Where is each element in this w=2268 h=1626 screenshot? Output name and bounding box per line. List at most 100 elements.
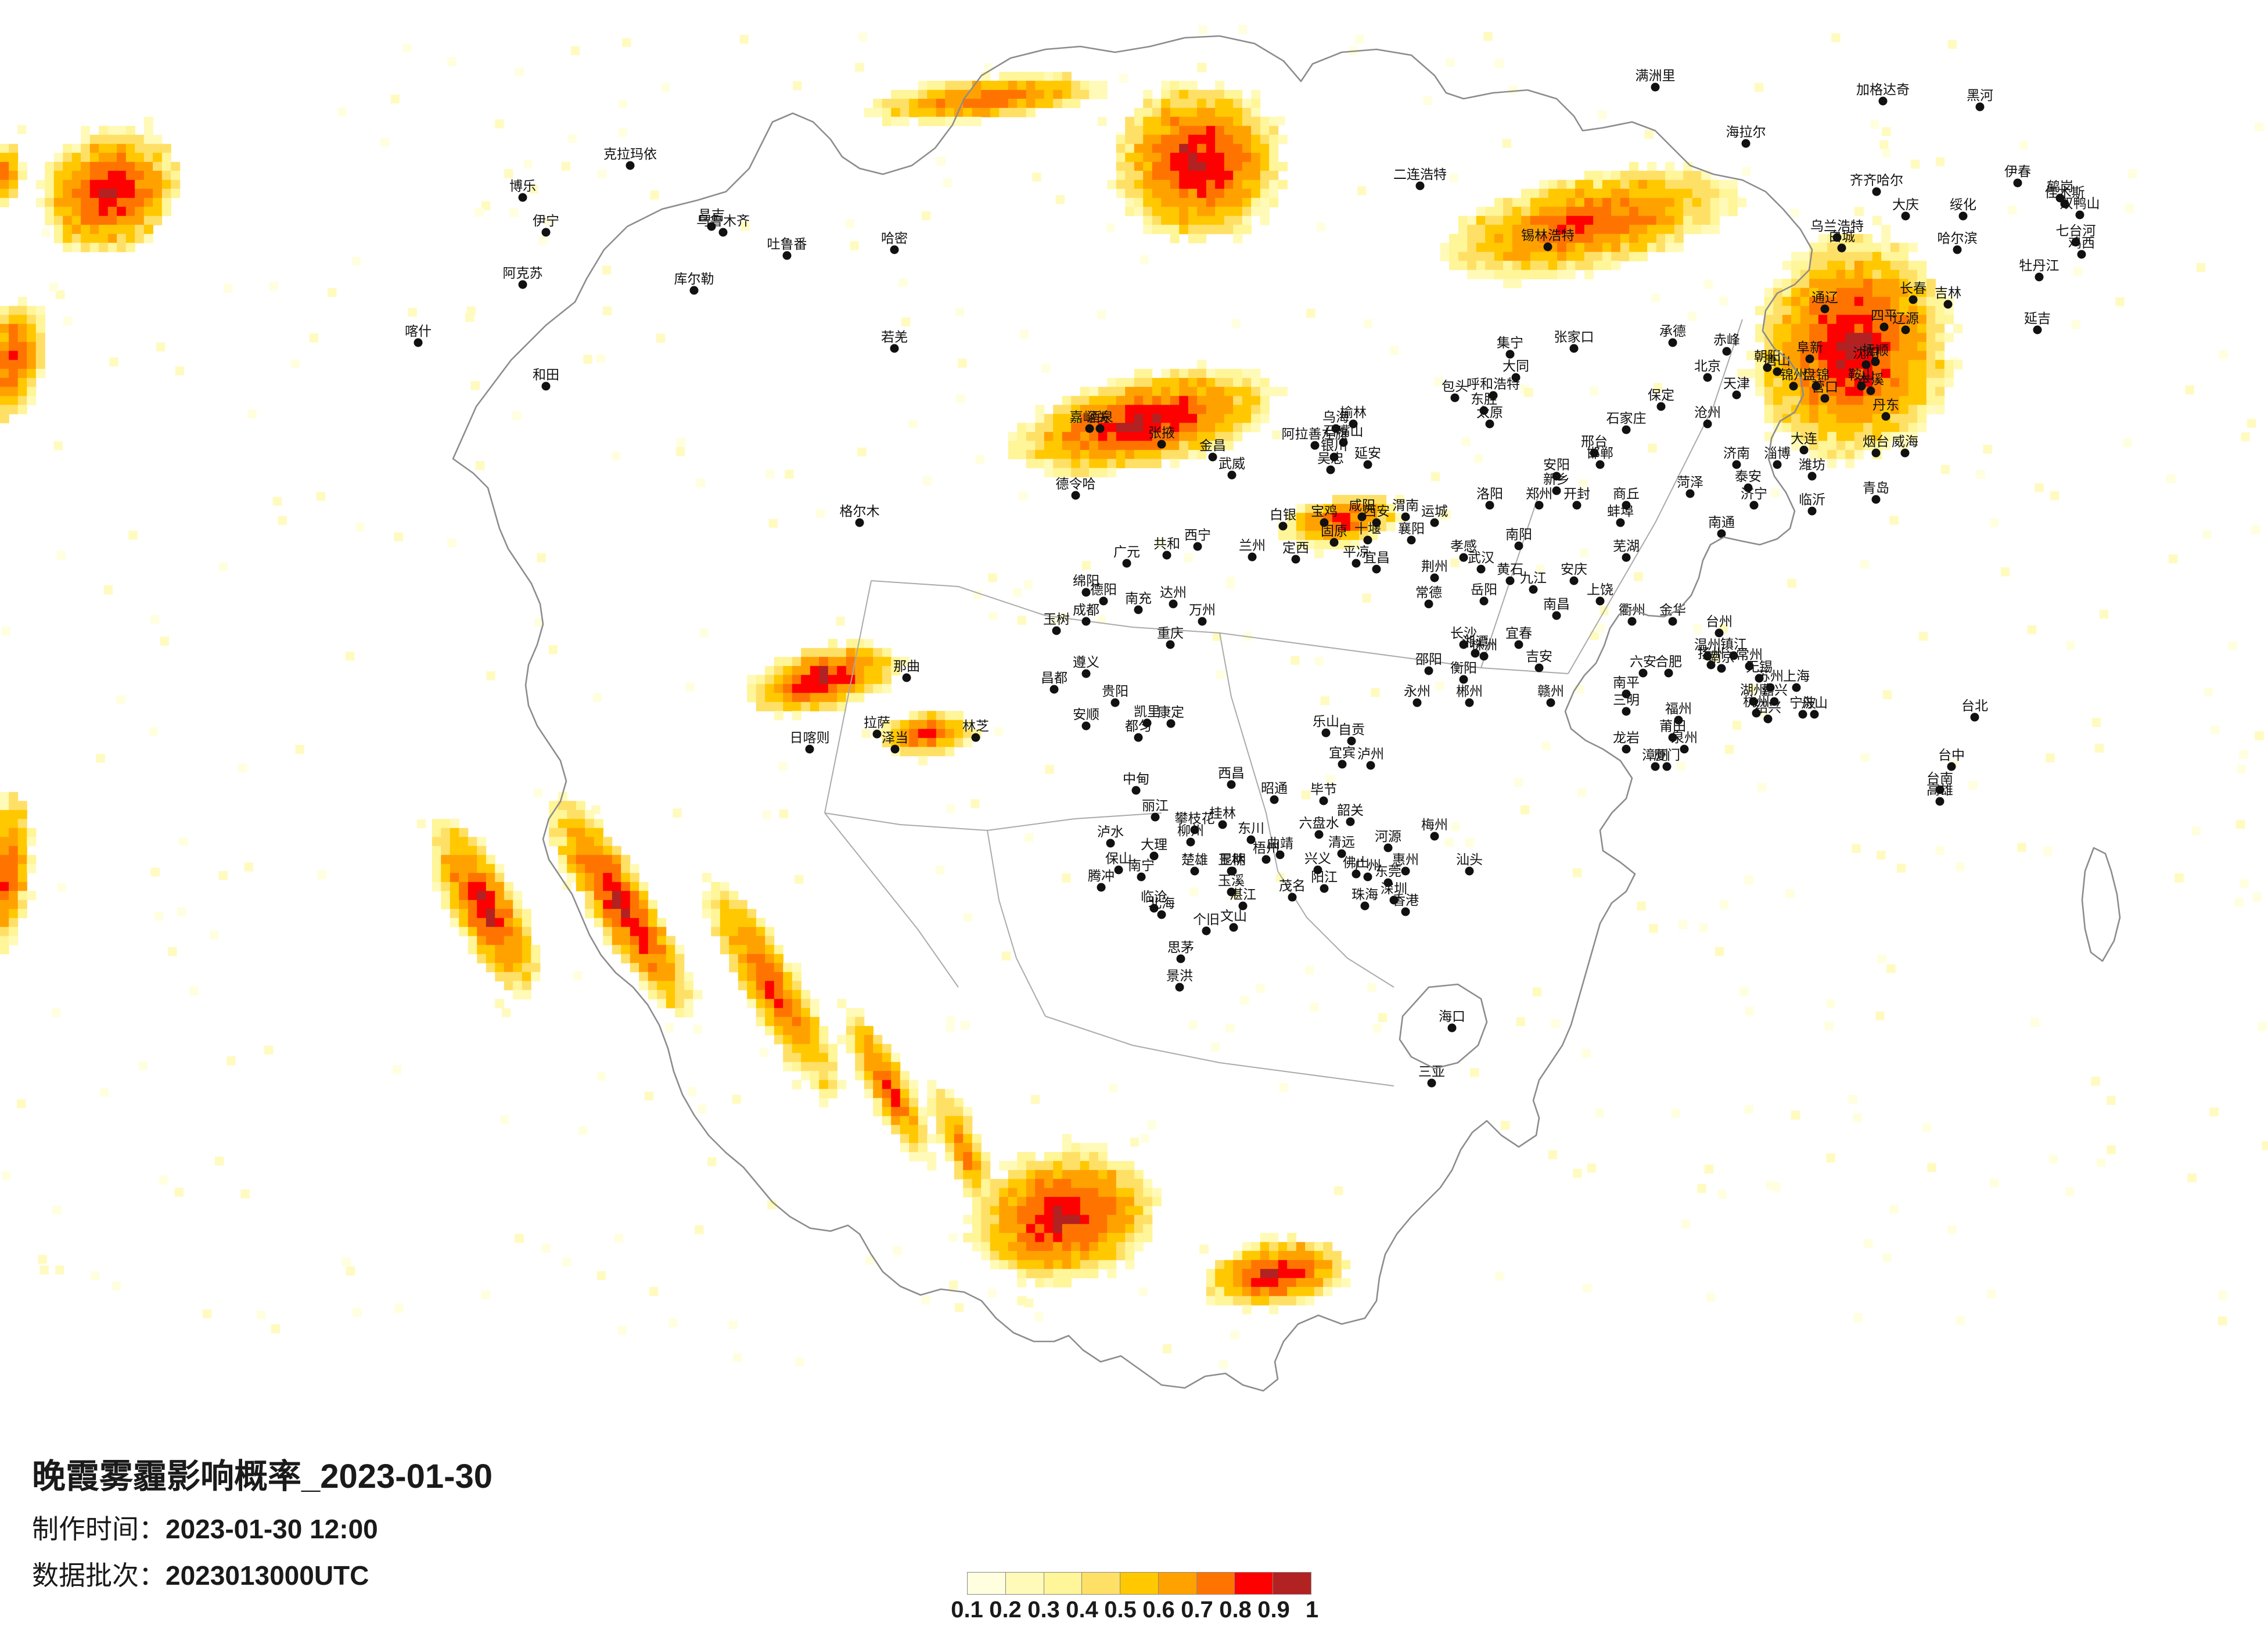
svg-text:石家庄: 石家庄	[1606, 411, 1647, 426]
svg-text:本溪: 本溪	[1857, 372, 1884, 387]
svg-text:金华: 金华	[1659, 602, 1686, 617]
svg-text:昌吉: 昌吉	[698, 207, 725, 222]
svg-text:白城: 白城	[1828, 229, 1855, 244]
svg-text:商丘: 商丘	[1613, 486, 1640, 501]
svg-text:咸阳: 咸阳	[1349, 498, 1375, 513]
svg-text:大同: 大同	[1503, 358, 1529, 373]
svg-text:康定: 康定	[1158, 704, 1184, 720]
svg-text:黑河: 黑河	[1967, 88, 1993, 103]
svg-text:烟台: 烟台	[1863, 434, 1889, 449]
svg-text:永州: 永州	[1404, 684, 1430, 699]
svg-text:腾冲: 腾冲	[1088, 868, 1115, 883]
svg-text:那曲: 那曲	[893, 659, 920, 674]
svg-text:酒泉: 酒泉	[1087, 409, 1113, 425]
svg-text:湛江: 湛江	[1230, 887, 1256, 902]
svg-text:渭南: 渭南	[1392, 498, 1419, 513]
svg-text:郑州: 郑州	[1526, 486, 1552, 501]
svg-text:青岛: 青岛	[1863, 480, 1889, 495]
svg-text:景洪: 景洪	[1166, 968, 1193, 983]
svg-text:文山: 文山	[1220, 908, 1247, 923]
svg-text:西宁: 西宁	[1184, 527, 1211, 542]
svg-text:克拉玛依: 克拉玛依	[603, 146, 657, 161]
svg-text:成都: 成都	[1073, 602, 1099, 617]
svg-text:白银: 白银	[1270, 507, 1296, 522]
svg-text:毕节: 毕节	[1310, 782, 1337, 797]
svg-text:乐山: 乐山	[1313, 714, 1339, 729]
svg-text:温州: 温州	[1694, 637, 1721, 652]
svg-text:福州: 福州	[1665, 701, 1692, 716]
svg-text:哈密: 哈密	[881, 231, 908, 246]
svg-text:大连: 大连	[1791, 431, 1817, 446]
svg-text:西昌: 西昌	[1218, 765, 1245, 780]
svg-text:若羌: 若羌	[881, 329, 908, 344]
svg-text:兴义: 兴义	[1304, 851, 1331, 866]
svg-text:洛阳: 洛阳	[1476, 486, 1503, 501]
svg-text:茂名: 茂名	[1279, 878, 1306, 893]
svg-text:南通: 南通	[1708, 515, 1735, 530]
svg-text:共和: 共和	[1153, 536, 1180, 551]
svg-text:岳阳: 岳阳	[1471, 582, 1497, 597]
svg-text:阿克苏: 阿克苏	[503, 265, 543, 280]
svg-text:海拉尔: 海拉尔	[1726, 124, 1766, 139]
svg-text:张家口: 张家口	[1554, 329, 1594, 344]
svg-text:济宁: 济宁	[1741, 486, 1767, 501]
svg-text:集宁: 集宁	[1497, 335, 1523, 350]
svg-text:博乐: 博乐	[509, 178, 536, 193]
svg-text:中甸: 中甸	[1123, 771, 1149, 786]
svg-text:合肥: 合肥	[1655, 654, 1682, 669]
svg-text:重庆: 重庆	[1157, 625, 1184, 641]
svg-text:荆州: 荆州	[1421, 559, 1448, 574]
svg-text:安庆: 安庆	[1561, 562, 1587, 577]
svg-text:昭通: 昭通	[1261, 780, 1288, 796]
svg-text:台南: 台南	[1926, 771, 1953, 786]
svg-text:金昌: 金昌	[1199, 438, 1226, 453]
svg-text:自贡: 自贡	[1338, 722, 1365, 737]
svg-text:双鸭山: 双鸭山	[2060, 196, 2100, 211]
svg-text:张掖: 张掖	[1148, 425, 1175, 440]
svg-text:莆田: 莆田	[1659, 718, 1686, 733]
svg-text:南平: 南平	[1613, 675, 1640, 690]
svg-text:赣州: 赣州	[1537, 684, 1564, 699]
svg-text:凯里: 凯里	[1134, 704, 1160, 719]
svg-text:包头: 包头	[1442, 379, 1468, 394]
svg-text:鹤岗: 鹤岗	[2047, 179, 2073, 194]
svg-text:个旧: 个旧	[1193, 912, 1220, 927]
svg-text:沧州: 沧州	[1694, 405, 1721, 420]
svg-text:达州: 达州	[1160, 585, 1187, 600]
svg-text:邵阳: 邵阳	[1415, 652, 1442, 667]
svg-text:泰安: 泰安	[1735, 469, 1762, 484]
svg-text:十堰: 十堰	[1354, 521, 1381, 536]
svg-text:南宁: 南宁	[1128, 858, 1155, 873]
svg-text:承德: 承德	[1659, 323, 1686, 339]
svg-text:万州: 万州	[1189, 602, 1216, 617]
svg-text:河源: 河源	[1375, 829, 1401, 844]
svg-text:六安: 六安	[1630, 654, 1656, 669]
svg-text:齐齐哈尔: 齐齐哈尔	[1850, 172, 1903, 188]
svg-text:汕头: 汕头	[1456, 852, 1483, 867]
svg-text:蚌埠: 蚌埠	[1607, 503, 1634, 519]
svg-text:楚雄: 楚雄	[1181, 852, 1208, 867]
svg-text:宜昌: 宜昌	[1363, 550, 1390, 565]
svg-text:玉林: 玉林	[1218, 852, 1245, 867]
svg-text:德令哈: 德令哈	[1056, 476, 1096, 491]
svg-text:临沂: 临沂	[1799, 492, 1825, 507]
svg-text:新乡: 新乡	[1543, 472, 1570, 487]
svg-text:满洲里: 满洲里	[1636, 68, 1676, 83]
svg-text:拉萨: 拉萨	[864, 715, 890, 730]
svg-text:龙岩: 龙岩	[1613, 730, 1640, 745]
svg-text:安顺: 安顺	[1073, 707, 1099, 722]
svg-text:湖州: 湖州	[1740, 682, 1767, 697]
svg-text:长春: 长春	[1900, 280, 1926, 296]
svg-text:南昌: 南昌	[1543, 596, 1570, 611]
svg-text:兰州: 兰州	[1239, 538, 1266, 553]
svg-text:阜新: 阜新	[1796, 340, 1823, 355]
svg-text:锡林浩特: 锡林浩特	[1521, 228, 1575, 243]
svg-text:遵义: 遵义	[1073, 654, 1099, 670]
svg-text:武威: 武威	[1219, 456, 1245, 471]
svg-text:林芝: 林芝	[962, 718, 989, 733]
svg-text:赤峰: 赤峰	[1713, 332, 1740, 347]
svg-text:泸州: 泸州	[1357, 746, 1384, 761]
svg-text:保定: 保定	[1648, 387, 1674, 402]
svg-text:开封: 开封	[1563, 486, 1590, 501]
svg-text:孝感: 孝感	[1450, 538, 1477, 553]
